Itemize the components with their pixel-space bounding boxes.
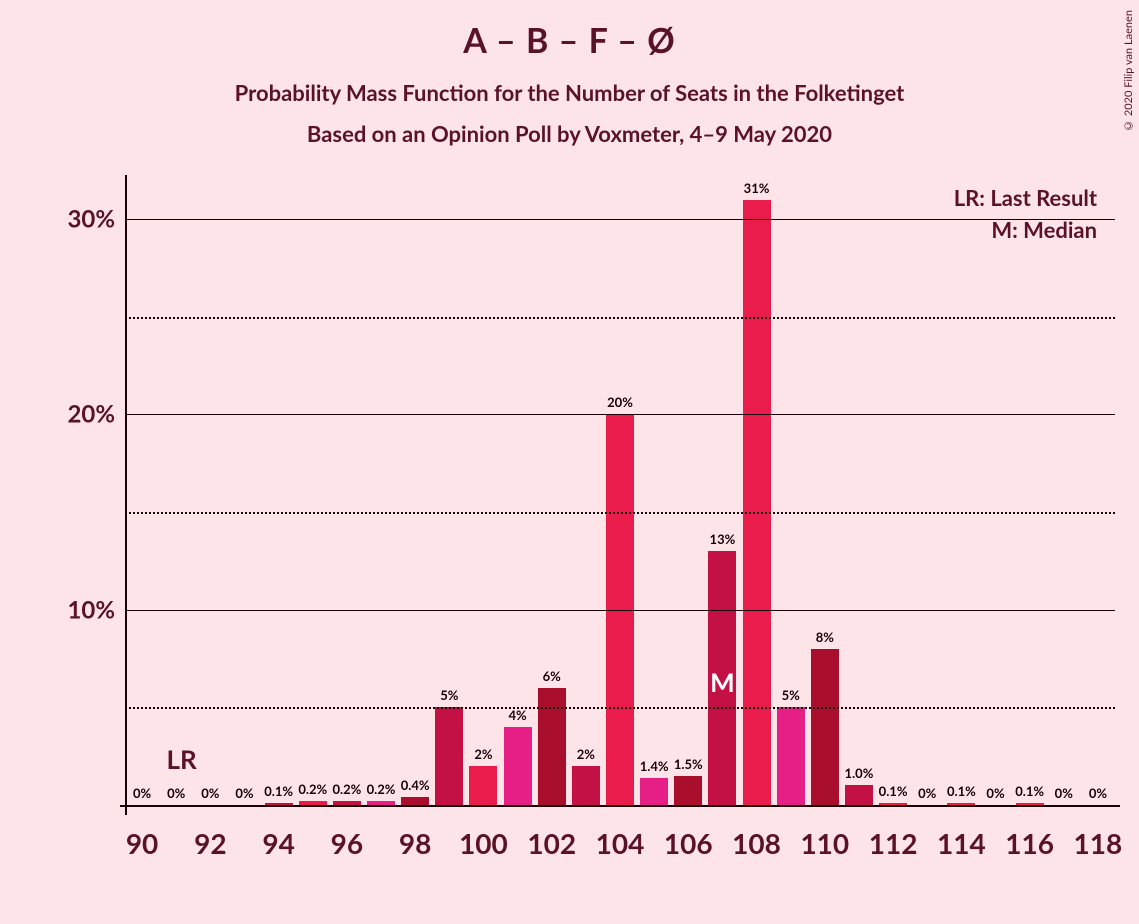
bar-value-label: 13% (710, 531, 736, 547)
bar (435, 707, 463, 805)
bar (572, 766, 600, 805)
chart-title-sub1: Probability Mass Function for the Number… (0, 61, 1139, 106)
bar (674, 776, 702, 805)
bar-value-label: 2% (474, 746, 492, 762)
gridline (125, 219, 1115, 220)
plot-area: 0%0%0%0%0.1%0.2%0.2%0.2%0.4%5%2%4%6%2%20… (125, 180, 1115, 805)
bar-value-label: 2% (577, 746, 595, 762)
bar-value-label: 0.2% (298, 781, 327, 797)
x-tick-label: 94 (262, 826, 294, 860)
bar (777, 707, 805, 805)
bar (538, 688, 566, 805)
x-tick-label: 96 (331, 826, 363, 860)
y-tick-label: 10% (55, 595, 115, 624)
bar-value-label: 0.1% (264, 783, 293, 799)
bar (367, 801, 395, 805)
x-tick-label: 92 (194, 826, 226, 860)
bar-value-label: 20% (607, 394, 633, 410)
x-tick-label: 114 (937, 826, 986, 860)
lr-marker: LR (166, 743, 196, 775)
bar-value-label: 5% (440, 687, 458, 703)
gridline (125, 707, 1115, 709)
bar-value-label: 0% (1055, 785, 1073, 801)
y-tick-label: 20% (55, 400, 115, 429)
bar-value-label: 1.0% (845, 765, 874, 781)
bar (640, 778, 668, 805)
bar-value-label: 0% (1089, 785, 1107, 801)
x-tick-label: 104 (596, 826, 645, 860)
bar (504, 727, 532, 805)
bar-value-label: 0% (235, 785, 253, 801)
bar-value-label: 0% (986, 785, 1004, 801)
bar-value-label: 6% (543, 668, 561, 684)
bar (879, 803, 907, 805)
bar-value-label: 0% (133, 785, 151, 801)
gridline (125, 610, 1115, 611)
bar-value-label: 0.1% (1015, 783, 1044, 799)
bar (1016, 803, 1044, 805)
copyright-text: © 2020 Filip van Laenen (1122, 10, 1135, 132)
bar (299, 801, 327, 805)
x-tick-label: 98 (399, 826, 431, 860)
x-tick-label: 112 (869, 826, 918, 860)
gridline (125, 414, 1115, 415)
bar-value-label: 0.2% (332, 781, 361, 797)
bar (947, 803, 975, 805)
bar (743, 200, 771, 805)
bar-value-label: 5% (782, 687, 800, 703)
bar (811, 649, 839, 805)
bar-value-label: 1.4% (640, 758, 669, 774)
chart-title-sub2: Based on an Opinion Poll by Voxmeter, 4–… (0, 106, 1139, 147)
gridline (125, 317, 1115, 319)
chart-title-main: A – B – F – Ø (0, 0, 1139, 61)
x-tick-label: 90 (126, 826, 158, 860)
x-tick-label: 118 (1074, 826, 1123, 860)
bar-value-label: 8% (816, 629, 834, 645)
bar (469, 766, 497, 805)
bar-value-label: 0% (201, 785, 219, 801)
bar (333, 801, 361, 805)
y-tick-label: 30% (55, 205, 115, 234)
bar-value-label: 0% (918, 785, 936, 801)
x-tick-label: 110 (800, 826, 849, 860)
bar-value-label: 0.2% (367, 781, 396, 797)
x-tick-label: 102 (527, 826, 576, 860)
bar-value-label: 31% (744, 180, 770, 196)
bar-value-label: 0% (167, 785, 185, 801)
legend-lr: LR: Last Result (954, 184, 1097, 211)
bar-value-label: 0.1% (947, 783, 976, 799)
bar (401, 797, 429, 805)
gridline (125, 512, 1115, 514)
chart-container: 0%0%0%0%0.1%0.2%0.2%0.2%0.4%5%2%4%6%2%20… (65, 180, 1115, 880)
x-axis (120, 805, 1120, 807)
bar (845, 785, 873, 805)
x-tick-label: 100 (459, 826, 508, 860)
bar-value-label: 0.1% (879, 783, 908, 799)
median-marker: M (710, 666, 735, 698)
x-tick-label: 116 (1005, 826, 1054, 860)
bar-value-label: 1.5% (674, 756, 703, 772)
bar (265, 803, 293, 805)
x-tick-label: 108 (732, 826, 781, 860)
x-tick-label: 106 (664, 826, 713, 860)
bar-value-label: 0.4% (401, 777, 430, 793)
